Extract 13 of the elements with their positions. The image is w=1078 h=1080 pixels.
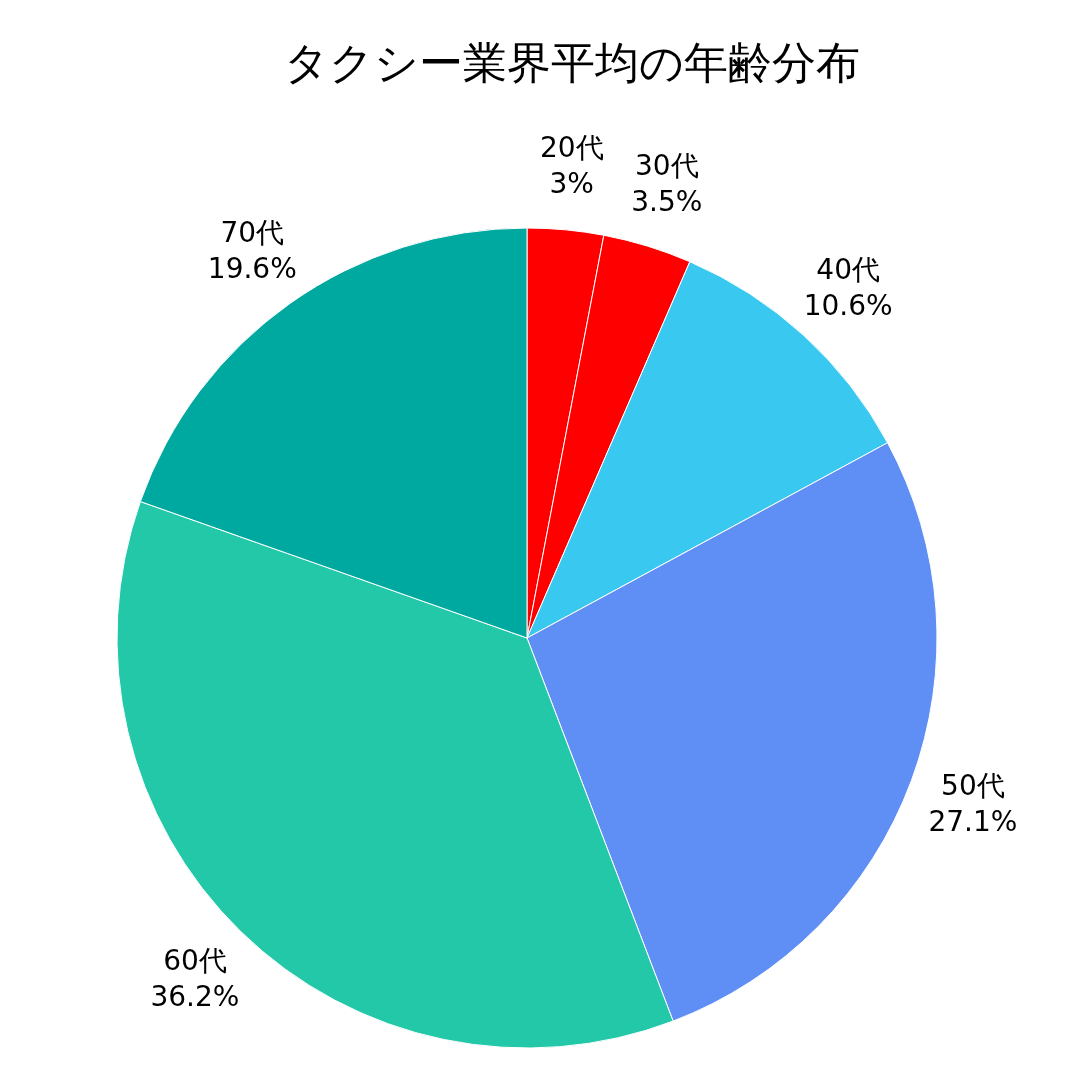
data-label: 3.5%: [631, 185, 703, 219]
slice-label: 70代: [220, 215, 285, 249]
chart-title: タクシー業界平均の年齢分布: [284, 37, 860, 88]
slice-label: 60代: [163, 944, 227, 978]
slice-label: 30代: [635, 149, 699, 183]
data-label: 10.6%: [803, 289, 893, 323]
data-label: 27.1%: [928, 805, 1018, 839]
data-label: 3%: [549, 166, 594, 200]
slice-label: 50代: [941, 769, 1005, 803]
slice-label: 40代: [816, 253, 881, 287]
slice-label: 20代: [539, 130, 604, 164]
data-label: 19.6%: [207, 251, 297, 285]
data-label: 36.2%: [150, 980, 240, 1014]
